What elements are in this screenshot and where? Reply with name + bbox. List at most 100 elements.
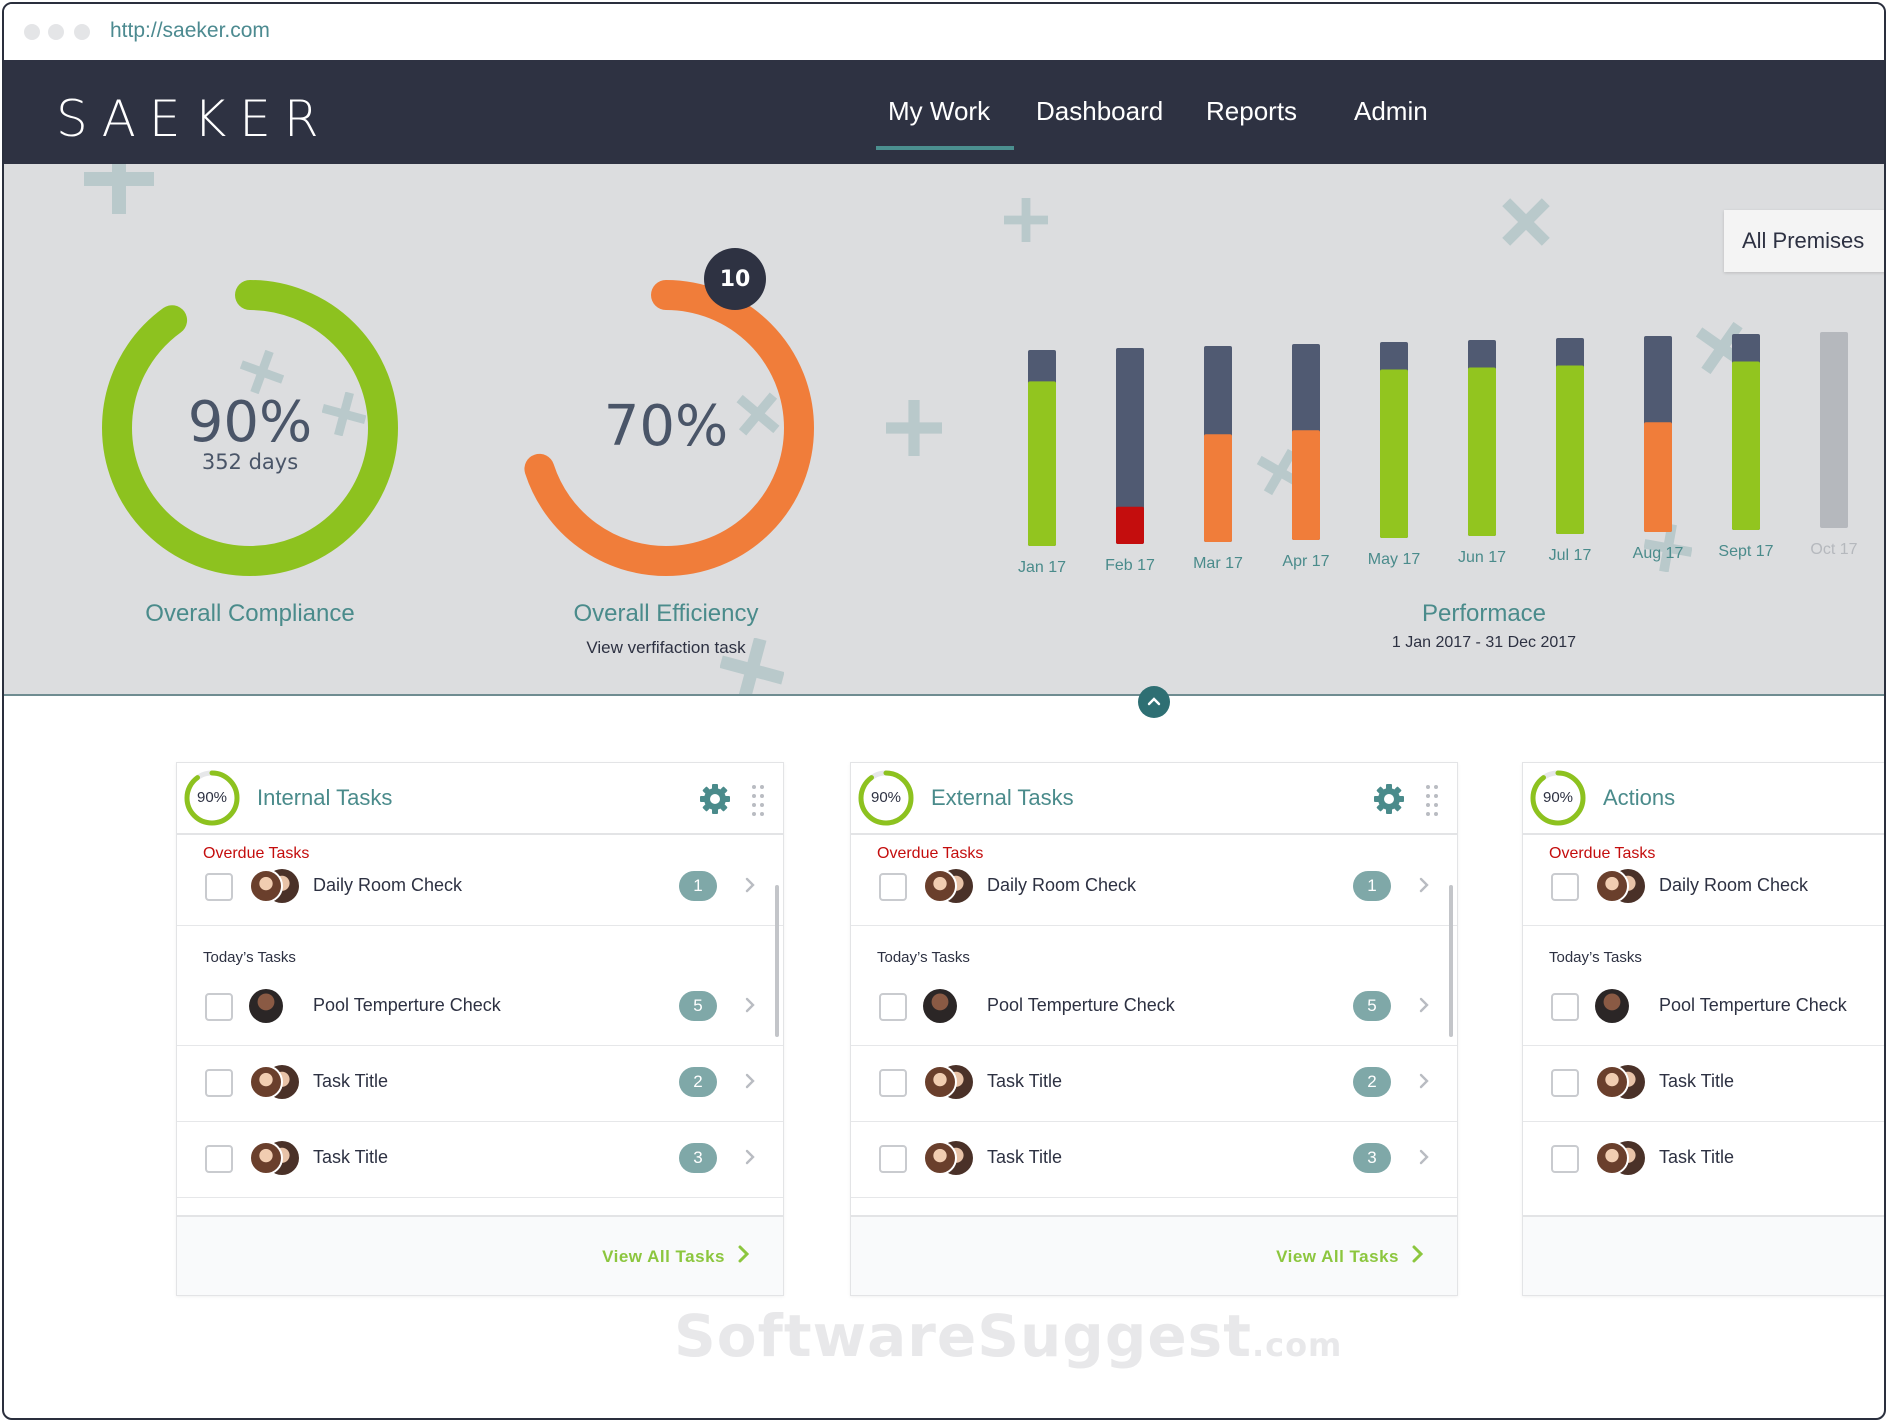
- chevron-right-icon[interactable]: [1417, 1143, 1433, 1171]
- panel-title[interactable]: Actions: [1603, 785, 1676, 810]
- task-count-badge: 2: [1353, 1067, 1391, 1097]
- brand-logo[interactable]: SAEKER: [56, 90, 332, 148]
- efficiency-gauge[interactable]: [518, 280, 814, 576]
- performance-bar-bottom[interactable]: [1116, 506, 1144, 544]
- chevron-right-icon[interactable]: [743, 1067, 759, 1095]
- task-row[interactable]: Task Title 3: [177, 1121, 783, 1197]
- task-row[interactable]: Task Title: [1523, 1121, 1884, 1197]
- panel-progress-value: 90%: [196, 789, 228, 806]
- task-row[interactable]: Task Title 3: [851, 1121, 1457, 1197]
- nav-reports[interactable]: Reports: [1206, 96, 1298, 126]
- window-minimize-dot[interactable]: [48, 24, 64, 40]
- chevron-right-icon[interactable]: [1417, 1067, 1433, 1095]
- row-divider: [1523, 1045, 1884, 1046]
- chevron-right-icon[interactable]: [1417, 871, 1433, 899]
- performance-bar-bottom[interactable]: [1468, 367, 1496, 536]
- nav-dashboard[interactable]: Dashboard: [1036, 96, 1164, 126]
- compliance-gauge[interactable]: [102, 280, 398, 576]
- panel-title[interactable]: External Tasks: [931, 785, 1074, 810]
- performance-bar-bottom[interactable]: [1644, 422, 1672, 532]
- row-divider: [851, 925, 1457, 926]
- task-panel: 90% Actions Overdue Tasks Today’s Tasks Dail…: [1522, 762, 1884, 1296]
- avatar: [923, 989, 957, 1023]
- task-checkbox[interactable]: [205, 1069, 233, 1097]
- chevron-right-icon[interactable]: [1417, 991, 1433, 1019]
- task-title: Task Title: [987, 1147, 1063, 1167]
- decor-plus-icon: [1502, 198, 1550, 246]
- decor-plus-icon: [1004, 198, 1048, 242]
- task-row[interactable]: Daily Room Check: [1523, 849, 1884, 925]
- chevron-right-icon[interactable]: [1411, 1243, 1425, 1265]
- premises-selector[interactable]: All Premises: [1724, 210, 1884, 272]
- performance-month-label: Jan 17: [1018, 559, 1066, 576]
- view-verification-link[interactable]: View verfifaction task: [586, 638, 746, 657]
- task-row[interactable]: Task Title: [1523, 1045, 1884, 1121]
- performance-bar-top[interactable]: [1116, 348, 1144, 544]
- chevron-right-icon[interactable]: [743, 871, 759, 899]
- performance-month-label: Mar 17: [1193, 555, 1243, 572]
- task-checkbox[interactable]: [879, 1145, 907, 1173]
- panel-progress-ring: [184, 770, 240, 826]
- avatar: [249, 1141, 283, 1175]
- performance-bar-bottom[interactable]: [1556, 365, 1584, 534]
- task-checkbox[interactable]: [1551, 1145, 1579, 1173]
- drag-handle-icon[interactable]: [1425, 783, 1439, 817]
- task-checkbox[interactable]: [879, 1069, 907, 1097]
- decor-plus-icon: [240, 350, 284, 394]
- decor-plus-icon: [84, 164, 154, 214]
- view-all-tasks-link[interactable]: View All Tasks: [602, 1247, 725, 1266]
- performance-bar-top[interactable]: [1820, 332, 1848, 528]
- gear-icon[interactable]: [1371, 781, 1407, 817]
- task-checkbox[interactable]: [1551, 873, 1579, 901]
- task-row[interactable]: Task Title 2: [851, 1045, 1457, 1121]
- task-count-badge: 5: [679, 991, 717, 1021]
- panel-header: 90% Actions: [1523, 763, 1884, 835]
- performance-month-label: Jul 17: [1549, 547, 1592, 564]
- task-checkbox[interactable]: [205, 993, 233, 1021]
- performance-bar-bottom[interactable]: [1292, 430, 1320, 540]
- panel-scrollbar[interactable]: [1449, 885, 1453, 1037]
- task-row[interactable]: Task Title 2: [177, 1045, 783, 1121]
- gear-icon[interactable]: [697, 781, 733, 817]
- efficiency-badge[interactable]: 10: [704, 248, 766, 310]
- collapse-hero-button[interactable]: [1138, 686, 1170, 718]
- url-text[interactable]: http://saeker.com: [110, 19, 270, 42]
- chevron-right-icon[interactable]: [743, 1143, 759, 1171]
- row-divider: [851, 1121, 1457, 1122]
- task-checkbox[interactable]: [1551, 993, 1579, 1021]
- decor-plus-icon: [736, 392, 780, 436]
- task-row[interactable]: Daily Room Check 1: [851, 849, 1457, 925]
- task-row[interactable]: Pool Temperture Check 5: [177, 969, 783, 1045]
- task-row[interactable]: Pool Temperture Check: [1523, 969, 1884, 1045]
- panel-title[interactable]: Internal Tasks: [257, 785, 393, 810]
- task-checkbox[interactable]: [205, 1145, 233, 1173]
- efficiency-label: Overall Efficiency: [573, 600, 759, 627]
- task-count-badge: 1: [1353, 871, 1391, 901]
- today-section-label: Today’s Tasks: [1549, 949, 1642, 966]
- task-checkbox[interactable]: [205, 873, 233, 901]
- task-title: Task Title: [987, 1071, 1063, 1091]
- nav-my-work[interactable]: My Work: [888, 96, 991, 126]
- performance-bar-bottom[interactable]: [1380, 369, 1408, 538]
- task-checkbox[interactable]: [1551, 1069, 1579, 1097]
- performance-title: Performace: [1421, 600, 1547, 627]
- nav-admin[interactable]: Admin: [1354, 96, 1428, 126]
- performance-month-label: Apr 17: [1282, 553, 1329, 570]
- task-row[interactable]: Daily Room Check 1: [177, 849, 783, 925]
- chevron-right-icon[interactable]: [743, 991, 759, 1019]
- performance-bar-bottom[interactable]: [1028, 381, 1056, 546]
- task-checkbox[interactable]: [879, 993, 907, 1021]
- task-row[interactable]: Pool Temperture Check 5: [851, 969, 1457, 1045]
- decor-plus-icon: [1256, 448, 1304, 496]
- performance-month-label: Sept 17: [1718, 543, 1773, 560]
- panel-scrollbar[interactable]: [775, 885, 779, 1037]
- window-close-dot[interactable]: [24, 24, 40, 40]
- performance-bar-bottom[interactable]: [1204, 434, 1232, 542]
- view-all-tasks-link[interactable]: View All Tasks: [1276, 1247, 1399, 1266]
- window-maximize-dot[interactable]: [74, 24, 90, 40]
- chevron-right-icon[interactable]: [737, 1243, 751, 1265]
- performance-bar-bottom[interactable]: [1732, 361, 1760, 530]
- drag-handle-icon[interactable]: [751, 783, 765, 817]
- task-checkbox[interactable]: [879, 873, 907, 901]
- avatar: [1595, 1141, 1629, 1175]
